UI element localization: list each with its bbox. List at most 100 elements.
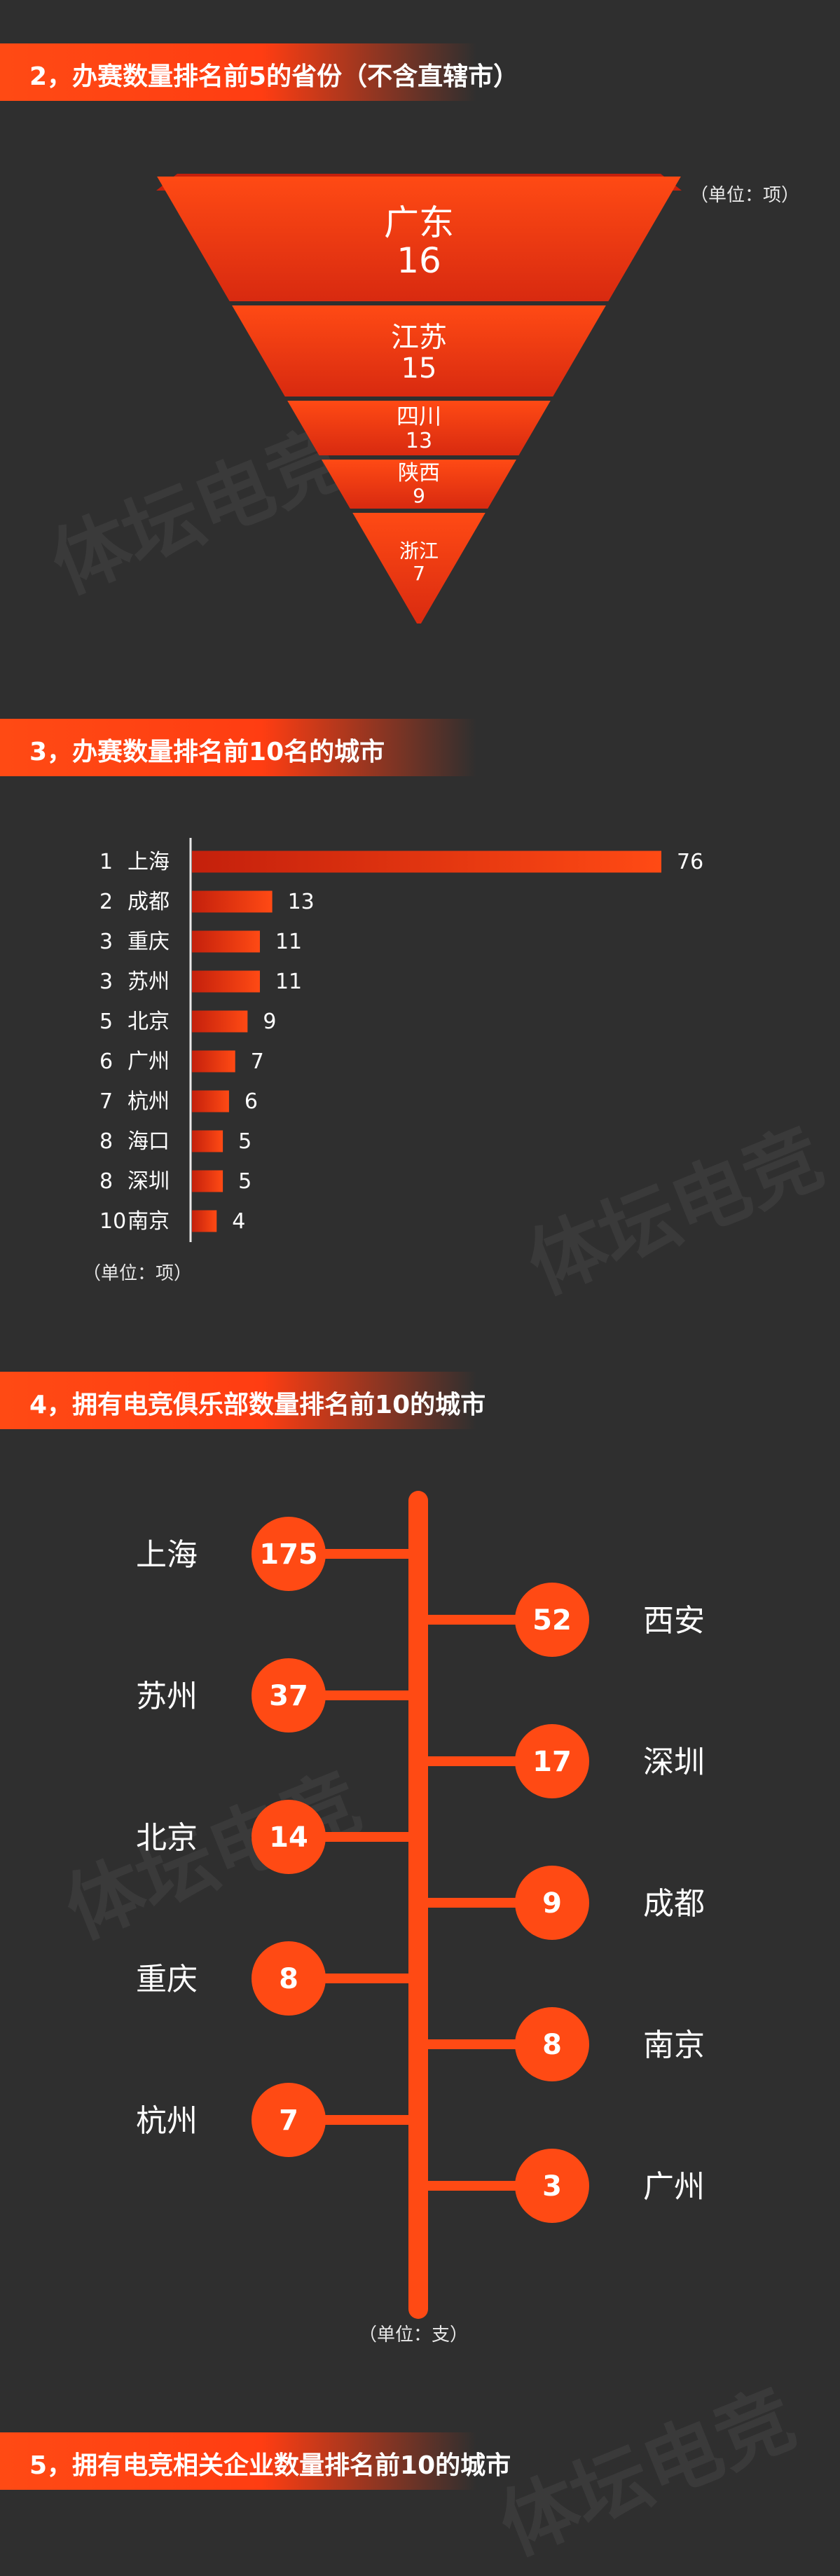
bar-rank: 8 [99,1129,113,1154]
timeline-value: 17 [532,1746,572,1778]
timeline-node [515,2007,589,2081]
bar [192,1090,229,1113]
timeline-value: 14 [269,1821,308,1854]
timeline-node [252,2083,326,2157]
timeline-node [515,1866,589,1940]
bar-value: 5 [238,1129,252,1154]
section-2-unit: （单位：项） [690,185,800,206]
timeline-value: 9 [542,1887,562,1920]
bar-rank: 5 [99,1010,113,1034]
bar-value: 6 [245,1089,258,1114]
bar [192,850,661,873]
section-2-header: 2，办赛数量排名前5的省份（不含直辖市） [0,43,518,101]
funnel-value: 15 [401,352,437,385]
bar-value: 7 [251,1049,264,1074]
funnel-label: 江苏 [391,322,447,354]
timeline-node [515,1724,589,1798]
timeline-node [515,2149,589,2223]
funnel-value: 7 [413,562,425,585]
bar-category: 苏州 [128,970,170,994]
timeline-city: 深圳 [643,1744,705,1780]
bar-category: 重庆 [128,930,170,954]
bar-value: 13 [288,890,315,914]
funnel-segment [232,305,606,397]
section-3-title: 3，办赛数量排名前10名的城市 [29,738,385,766]
funnel-label: 四川 [397,403,441,429]
bar [192,1130,223,1152]
bar-category: 南京 [128,1209,170,1234]
timeline-city: 上海 [136,1537,198,1573]
timeline-city: 成都 [643,1886,705,1922]
bar [192,970,260,993]
timeline-value: 3 [542,2170,562,2203]
timeline-city: 广州 [643,2169,705,2205]
bar [192,1210,217,1232]
bar-category: 深圳 [128,1169,170,1194]
funnel-label: 浙江 [399,539,439,563]
timeline-city: 重庆 [136,1962,198,1997]
bar-rank: 10 [99,1209,126,1234]
timeline-value: 52 [532,1604,572,1637]
bar-category: 成都 [128,890,170,914]
bar-category: 广州 [128,1049,170,1074]
funnel-segment [322,460,516,509]
club-timeline-chart: 175 上海 37 苏州 14 北京 8 重庆 7 杭州 52 西安 17 深圳 9 成都 8 南京 3 广州 [136,1491,705,2319]
timeline-city: 杭州 [136,2103,198,2139]
timeline-node [515,1583,589,1657]
timeline-city: 苏州 [136,1679,198,1714]
bar-rank: 1 [99,850,113,874]
section-3-unit: （单位：项） [83,1263,193,1284]
timeline-node [252,1658,326,1733]
timeline-node [252,1517,326,1591]
city-events-bar-chart: 1 上海 76 2 成都 13 3 重庆 11 3 苏州 11 5 北京 9 6 广州 7 7 杭州 6 8 海口 5 8 深圳 5… [99,838,703,1242]
bar-rank: 2 [99,890,113,914]
bar-category: 上海 [128,850,170,874]
bar [192,890,273,913]
funnel-value: 13 [406,429,432,453]
timeline-city: 南京 [643,2027,705,2063]
bar-value: 11 [275,930,302,954]
bar-value: 76 [677,850,703,874]
section-2-title: 2，办赛数量排名前5的省份（不含直辖市） [29,62,519,91]
watermark: 体坛电竞 [487,2373,807,2572]
timeline-value: 7 [279,2105,298,2137]
bar-category: 北京 [128,1010,170,1034]
bar-value: 5 [238,1169,252,1194]
bar-value: 9 [263,1010,276,1034]
section-4-unit: （单位：支） [359,2324,469,2346]
bar-rank: 6 [99,1049,113,1074]
timeline-city: 西安 [643,1603,705,1639]
section-3-header: 3，办赛数量排名前10名的城市 [0,719,476,776]
bar-rank: 8 [99,1169,113,1194]
bar-rank: 3 [99,930,113,954]
funnel-label: 陕西 [398,461,440,485]
timeline-value: 8 [279,1963,298,1995]
section-4-header: 4，拥有电竞俱乐部数量排名前10的城市 [0,1372,486,1429]
funnel-value: 9 [413,484,425,507]
section-5-title: 5，拥有电竞相关企业数量排名前10的城市 [29,2451,511,2480]
bar-value: 4 [232,1209,245,1234]
funnel-segment [287,401,551,455]
bar-rank: 7 [99,1089,113,1114]
section-5-header: 5，拥有电竞相关企业数量排名前10的城市 [0,2432,511,2490]
timeline-value: 8 [542,2029,562,2061]
timeline-city: 北京 [136,1820,198,1856]
timeline-node [252,1800,326,1874]
section-4-title: 4，拥有电竞俱乐部数量排名前10的城市 [29,1391,486,1419]
bar-category: 杭州 [128,1089,170,1114]
bar [192,1050,235,1073]
bar-rank: 3 [99,970,113,994]
timeline-value: 37 [269,1680,308,1712]
bar-value: 11 [275,970,302,994]
bar [192,1010,248,1033]
bar-category: 海口 [128,1129,170,1154]
funnel-label: 广东 [384,202,454,243]
funnel-segment [352,513,486,624]
funnel-segment [157,177,681,301]
funnel-value: 16 [397,240,441,281]
bar [192,1170,223,1192]
timeline-node [252,1941,326,2016]
bar [192,930,260,953]
timeline-value: 175 [259,1538,318,1571]
